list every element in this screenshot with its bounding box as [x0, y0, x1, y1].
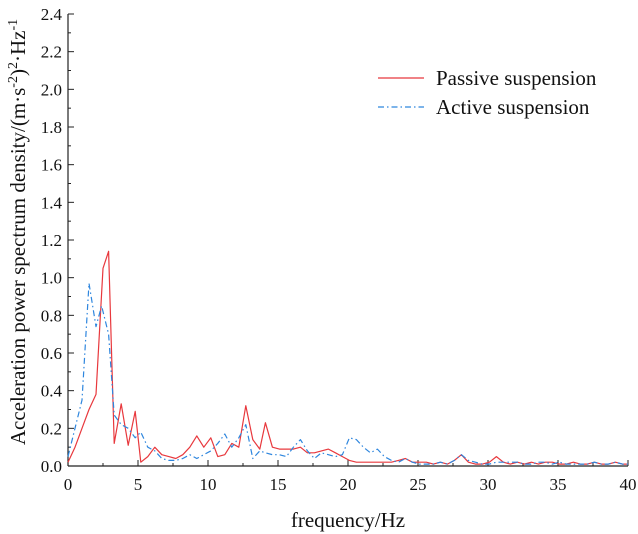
x-tick-label: 15	[270, 475, 287, 494]
y-tick-label: 1.6	[41, 156, 62, 175]
y-tick-label: 1.0	[41, 269, 62, 288]
x-tick-label: 40	[620, 475, 637, 494]
y-tick-label: 2.2	[41, 43, 62, 62]
y-tick-label: 1.4	[41, 193, 63, 212]
x-tick-label: 20	[340, 475, 357, 494]
x-tick-label: 10	[200, 475, 217, 494]
x-tick-label: 30	[480, 475, 497, 494]
y-axis-title: Acceleration power spectrum density/(m·s…	[6, 19, 30, 445]
series-line-1	[67, 282, 628, 465]
x-axis-title: frequency/Hz	[291, 508, 405, 532]
legend-label-passive: Passive suspension	[436, 66, 597, 90]
y-tick-label: 2.4	[41, 5, 63, 24]
y-axis-title-after: ·Hz	[6, 31, 30, 62]
x-tick-label: 25	[410, 475, 427, 494]
y-axis-title-sup3: -1	[6, 19, 21, 31]
y-axis-title-sup2: 2	[6, 62, 21, 69]
x-tick-label: 35	[550, 475, 567, 494]
x-tick-label: 5	[134, 475, 143, 494]
y-axis-title-base: Acceleration power spectrum density/(m·s	[6, 88, 30, 445]
y-tick-label: 1.2	[41, 231, 62, 250]
y-tick-label: 0.0	[41, 457, 62, 476]
y-tick-label: 0.6	[41, 344, 62, 363]
y-tick-label: 0.2	[41, 419, 62, 438]
x-tick-label: 0	[64, 475, 73, 494]
axes: 0 5 10 15 20 25 30 35 40 0.0 0.2 0.4 0.6 0.8 1.0 1.2 1.4…	[41, 5, 637, 494]
series-layer	[67, 250, 628, 465]
y-tick-label: 2.0	[41, 80, 62, 99]
legend: Passive suspension Active suspension	[378, 66, 597, 119]
series-line-0	[67, 250, 628, 465]
y-axis-title-sup1: -2	[6, 76, 21, 88]
y-axis-title-mid: )	[6, 69, 30, 76]
y-tick-label: 0.4	[41, 382, 63, 401]
y-tick-label: 0.8	[41, 306, 62, 325]
legend-label-active: Active suspension	[436, 95, 590, 119]
y-tick-label: 1.8	[41, 118, 62, 137]
